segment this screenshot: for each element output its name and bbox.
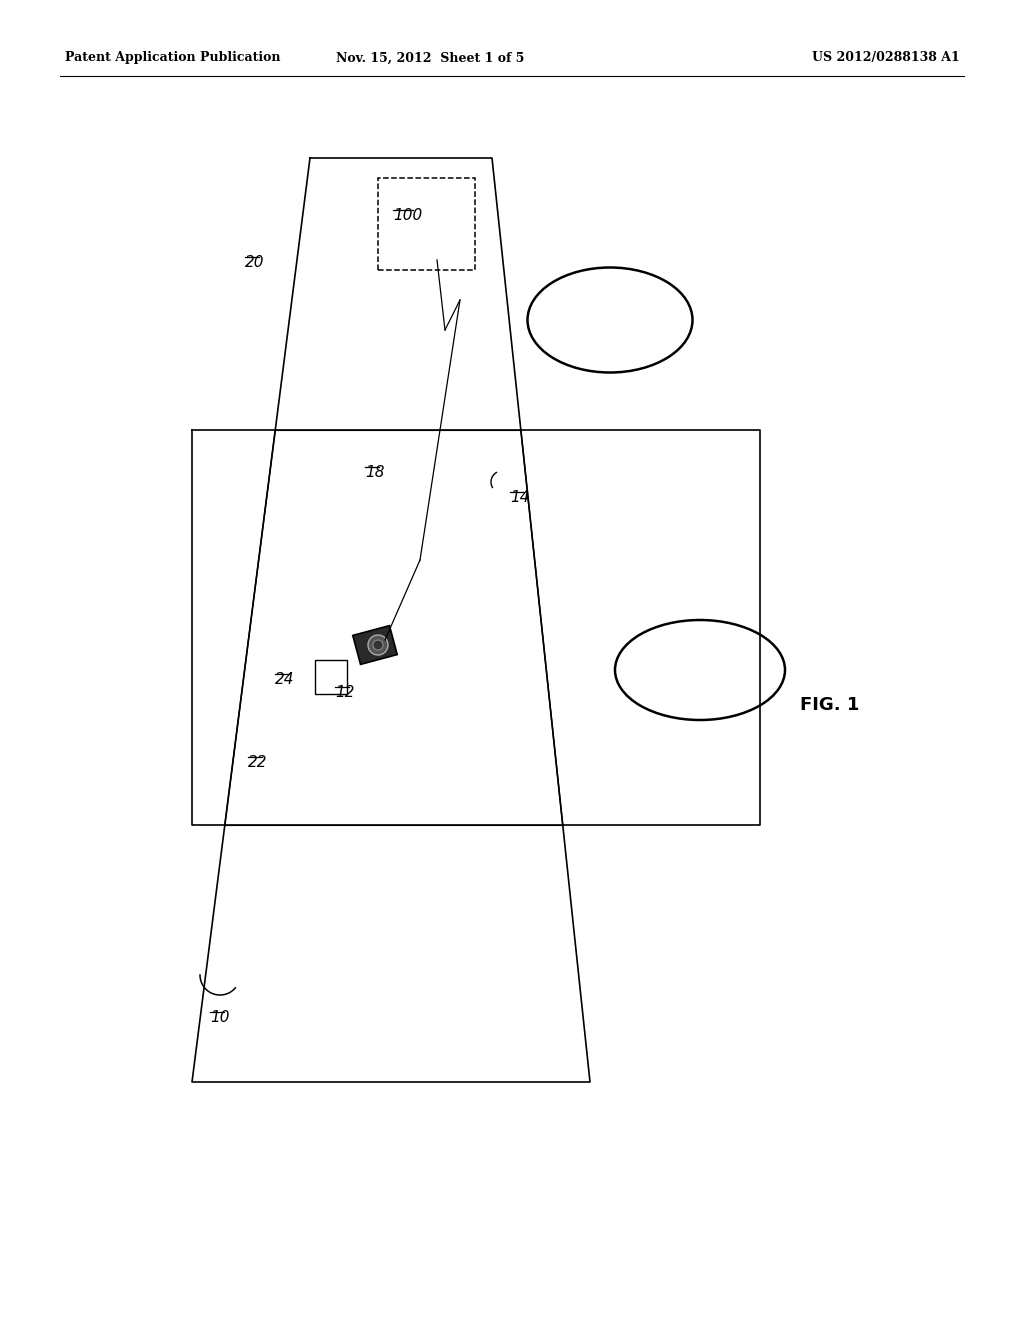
Text: 10: 10 [210,1010,229,1026]
Text: 12: 12 [335,685,354,700]
Text: 14: 14 [510,490,529,506]
Bar [378,178,475,271]
Text: 18: 18 [365,465,384,480]
Text: Patent Application Publication: Patent Application Publication [65,51,281,65]
Text: Nov. 15, 2012  Sheet 1 of 5: Nov. 15, 2012 Sheet 1 of 5 [336,51,524,65]
Text: US 2012/0288138 A1: US 2012/0288138 A1 [812,51,959,65]
Text: FIG. 1: FIG. 1 [800,696,859,714]
Polygon shape [352,626,397,664]
Text: 20: 20 [245,255,264,271]
Bar [315,660,347,694]
Ellipse shape [373,640,383,649]
Text: 24: 24 [275,672,295,686]
Text: 22: 22 [248,755,267,770]
Text: 100: 100 [393,209,422,223]
Ellipse shape [368,635,388,655]
